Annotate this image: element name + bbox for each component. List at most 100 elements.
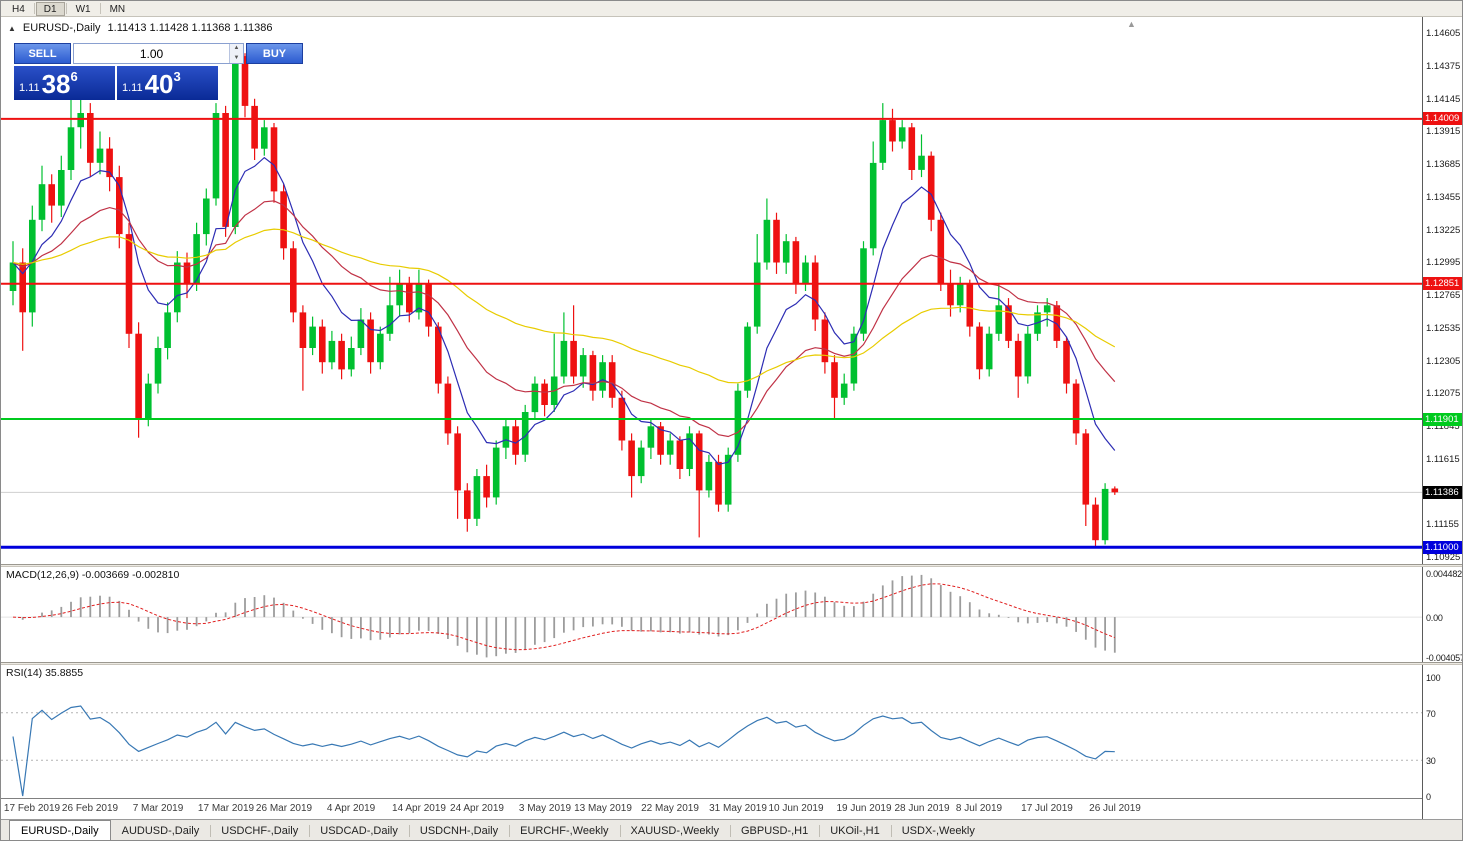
date-label: 17 Mar 2019 [197,803,255,814]
rsi-axis-label: 100 [1426,673,1441,683]
date-label: 3 May 2019 [518,803,572,814]
rsi-axis-label: 70 [1426,709,1436,719]
price-tick: 1.13455 [1426,192,1461,203]
chart-tab-usdx-weekly[interactable]: USDX-,Weekly [890,820,986,840]
price-tick: 1.12995 [1426,257,1461,268]
chart-symbol-label: EURUSD-,Daily [22,22,101,34]
sell-price-big-digits: 38 [41,69,71,99]
rsi-axis-label: 30 [1426,756,1436,766]
price-tick: 1.14145 [1426,94,1461,105]
buy-button[interactable]: BUY [246,43,303,64]
price-chart[interactable] [1,17,1422,564]
hline-price-tag: 1.11901 [1423,413,1462,426]
date-label: 24 Apr 2019 [450,803,504,814]
price-tick: 1.13225 [1426,225,1461,236]
toolbar-separator [99,3,101,14]
date-label: 10 Jun 2019 [768,803,824,814]
toolbar-separator [65,3,67,14]
price-tick: 1.13915 [1426,126,1461,137]
date-label: 8 Jul 2019 [955,803,1003,814]
buy-price-pipette: 3 [173,69,181,84]
main-chart-panel: ▲ ▲ EURUSD-,Daily 1.11413 1.11428 1.1136… [1,17,1462,564]
buy-price-quote[interactable]: 1.11 40 3 [117,66,218,100]
sell-price-prefix: 1.11 [19,82,40,94]
macd-chart[interactable] [1,567,1422,662]
chart-tab-usdchf-daily[interactable]: USDCHF-,Daily [210,820,309,840]
macd-panel-splitter[interactable] [1,564,1462,567]
price-tick: 1.14375 [1426,61,1461,72]
volume-spinner: ▲ ▼ [229,44,243,63]
price-tick: 1.13685 [1426,159,1461,170]
rsi-axis-label: 0 [1426,792,1431,802]
macd-panel: MACD(12,26,9) -0.003669 -0.002810 [1,567,1462,662]
chart-tab-audusd-daily[interactable]: AUDUSD-,Daily [121,825,200,837]
rsi-title: RSI(14) 35.8855 [6,667,84,679]
chart-shift-marker[interactable]: ▲ [1127,19,1136,29]
date-label: 26 Jul 2019 [1089,803,1141,814]
macd-title: MACD(12,26,9) -0.003669 -0.002810 [6,569,180,581]
date-label: 31 May 2019 [709,803,767,814]
chart-tab-usdcnh-daily[interactable]: USDCNH-,Daily [408,820,509,840]
timeframe-button-h4[interactable]: H4 [12,3,25,15]
price-tick: 1.12535 [1426,323,1461,334]
rsi-line [12,705,1115,797]
chart-tab-xauusd-weekly[interactable]: XAUUSD-,Weekly [619,820,730,840]
date-label: 22 May 2019 [641,803,699,814]
chart-tabs-bar: EURUSD-,Daily AUDUSD-,Daily USDCHF-,Daily U… [1,819,1462,840]
timeframe-button-d1[interactable]: D1 [35,1,65,16]
price-tick: 1.11845 [1426,421,1460,432]
volume-input[interactable] [74,44,229,63]
chart-ohlc-values: 1.11413 1.11428 1.11368 1.11386 [107,22,273,34]
rsi-panel-splitter[interactable] [1,662,1462,665]
time-axis[interactable]: 17 Feb 2019 26 Feb 2019 7 Mar 2019 17 Mar 2… [1,798,1462,819]
ma-8-line [12,156,1116,465]
chart-tab-ukoil-h1[interactable]: UKOil-,H1 [819,820,891,840]
price-tick: 1.10925 [1426,552,1461,563]
date-label: 14 Apr 2019 [392,803,446,814]
volume-down-arrow[interactable]: ▼ [230,53,243,63]
rsi-chart[interactable] [1,665,1422,798]
date-label: 26 Feb 2019 [61,803,119,814]
price-axis[interactable]: 1.14605 1.14375 1.14145 1.13915 1.13685 1.134… [1422,17,1462,819]
chart-header: ▲ EURUSD-,Daily 1.11413 1.11428 1.11368 … [8,22,273,34]
date-label: 7 Mar 2019 [132,803,184,814]
date-label: 4 Apr 2019 [326,803,376,814]
volume-up-arrow[interactable]: ▲ [230,44,243,54]
date-label: 17 Feb 2019 [3,803,61,814]
sell-price-quote[interactable]: 1.11 38 6 [14,66,115,100]
hline-price-tag: 1.12851 [1423,277,1462,290]
date-label: 26 Mar 2019 [255,803,313,814]
date-label: 17 Jul 2019 [1021,803,1073,814]
volume-field[interactable]: ▲ ▼ [73,43,244,64]
macd-histogram [21,574,1116,658]
sell-price-pipette: 6 [70,69,78,84]
candlestick-layer [9,49,1119,548]
sell-button[interactable]: SELL [14,43,71,64]
chart-tab-usdcad-daily[interactable]: USDCAD-,Daily [309,820,409,840]
buy-price-prefix: 1.11 [122,82,143,94]
price-tick: 1.12075 [1426,388,1461,399]
collapse-arrow-icon[interactable]: ▲ [8,23,16,33]
current-price-tag: 1.11386 [1423,486,1462,499]
toolbar-separator [33,3,35,14]
chart-tab-eurchf-weekly[interactable]: EURCHF-,Weekly [509,820,619,840]
price-tick: 1.14605 [1426,28,1461,39]
date-label: 28 Jun 2019 [894,803,950,814]
ma-21-line [12,200,1116,438]
date-label: 13 May 2019 [574,803,632,814]
timeframe-toolbar: H4 D1 W1 MN [1,1,1462,17]
timeframe-button-mn[interactable]: MN [109,3,126,15]
macd-axis-label: 0.004482 [1426,569,1462,579]
price-tick: 1.12765 [1426,290,1461,301]
timeframe-button-w1[interactable]: W1 [75,3,91,15]
date-label: 19 Jun 2019 [836,803,892,814]
chart-tab-eurusd-daily[interactable]: EURUSD-,Daily [9,820,111,840]
buy-price-big-digits: 40 [144,69,174,99]
price-tick: 1.12305 [1426,356,1461,367]
rsi-panel: RSI(14) 35.8855 [1,665,1462,798]
hline-price-tag: 1.14009 [1423,112,1462,125]
chart-tab-gbpusd-h1[interactable]: GBPUSD-,H1 [729,820,819,840]
hline-price-tag: 1.11000 [1423,541,1462,554]
